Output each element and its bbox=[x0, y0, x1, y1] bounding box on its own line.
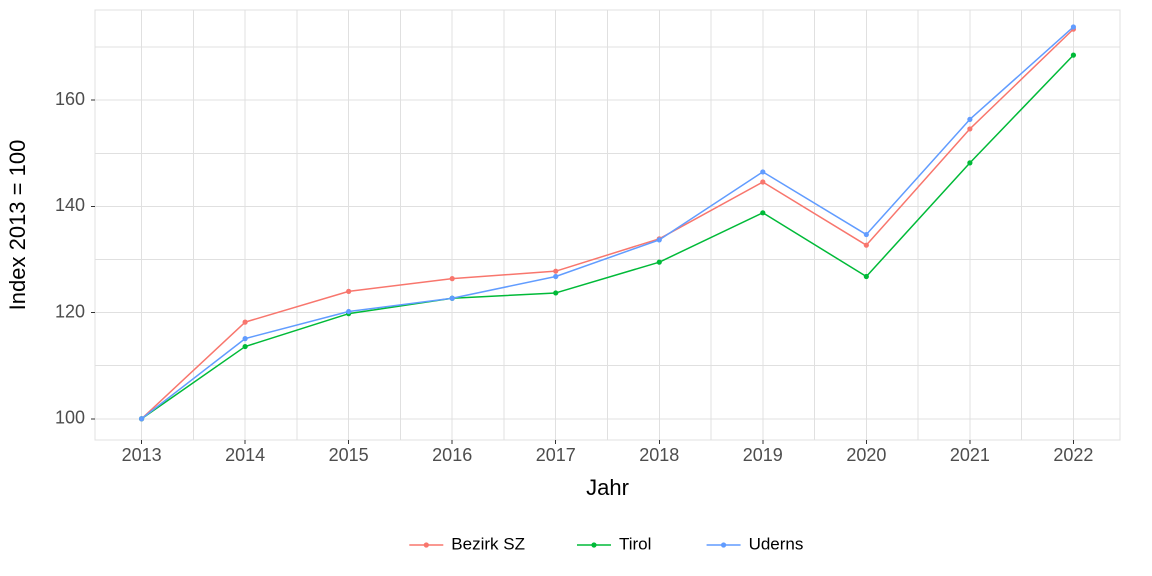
series-point bbox=[760, 169, 765, 174]
x-tick-label: 2019 bbox=[743, 445, 783, 465]
legend-label: Bezirk SZ bbox=[451, 534, 525, 553]
x-tick-label: 2015 bbox=[329, 445, 369, 465]
series-point bbox=[553, 269, 558, 274]
legend-key-point bbox=[721, 542, 726, 547]
series-point bbox=[967, 126, 972, 131]
legend: Bezirk SZ Tirol Uderns bbox=[409, 534, 803, 553]
y-axis-title: Index 2013 = 100 bbox=[5, 140, 30, 311]
series-point bbox=[243, 344, 248, 349]
series-point bbox=[760, 179, 765, 184]
x-tick-label: 2021 bbox=[950, 445, 990, 465]
y-axis: 100 120 140 160 bbox=[55, 89, 95, 428]
series-point bbox=[967, 160, 972, 165]
series-point bbox=[657, 260, 662, 265]
series-point bbox=[243, 320, 248, 325]
series-point bbox=[450, 296, 455, 301]
series-point bbox=[657, 237, 662, 242]
x-tick-label: 2017 bbox=[536, 445, 576, 465]
legend-key-point bbox=[424, 542, 429, 547]
series-point bbox=[864, 274, 869, 279]
series-point bbox=[139, 416, 144, 421]
x-tick-label: 2014 bbox=[225, 445, 265, 465]
x-tick-label: 2016 bbox=[432, 445, 472, 465]
series-point bbox=[1071, 24, 1076, 29]
series-point bbox=[553, 274, 558, 279]
y-tick-label: 140 bbox=[55, 195, 85, 215]
x-axis: 2013 2014 2015 2016 2017 2018 2019 2020 2021 2022 bbox=[122, 440, 1094, 465]
y-tick-label: 100 bbox=[55, 408, 85, 428]
series-point bbox=[864, 243, 869, 248]
series-point bbox=[450, 276, 455, 281]
series-point bbox=[1071, 53, 1076, 58]
legend-label: Tirol bbox=[619, 534, 651, 553]
series-point bbox=[864, 232, 869, 237]
x-tick-label: 2018 bbox=[639, 445, 679, 465]
y-tick-label: 160 bbox=[55, 89, 85, 109]
series-point bbox=[553, 290, 558, 295]
x-axis-title: Jahr bbox=[586, 475, 629, 500]
series-point bbox=[967, 117, 972, 122]
x-tick-label: 2020 bbox=[846, 445, 886, 465]
legend-key-point bbox=[591, 542, 596, 547]
x-tick-label: 2013 bbox=[122, 445, 162, 465]
x-tick-label: 2022 bbox=[1053, 445, 1093, 465]
series-point bbox=[760, 210, 765, 215]
line-chart: 2013 2014 2015 2016 2017 2018 2019 2020 2021 2022… bbox=[0, 0, 1152, 576]
series-point bbox=[346, 309, 351, 314]
series-point bbox=[346, 289, 351, 294]
series-point bbox=[243, 336, 248, 341]
legend-label: Uderns bbox=[749, 534, 804, 553]
y-tick-label: 120 bbox=[55, 301, 85, 321]
